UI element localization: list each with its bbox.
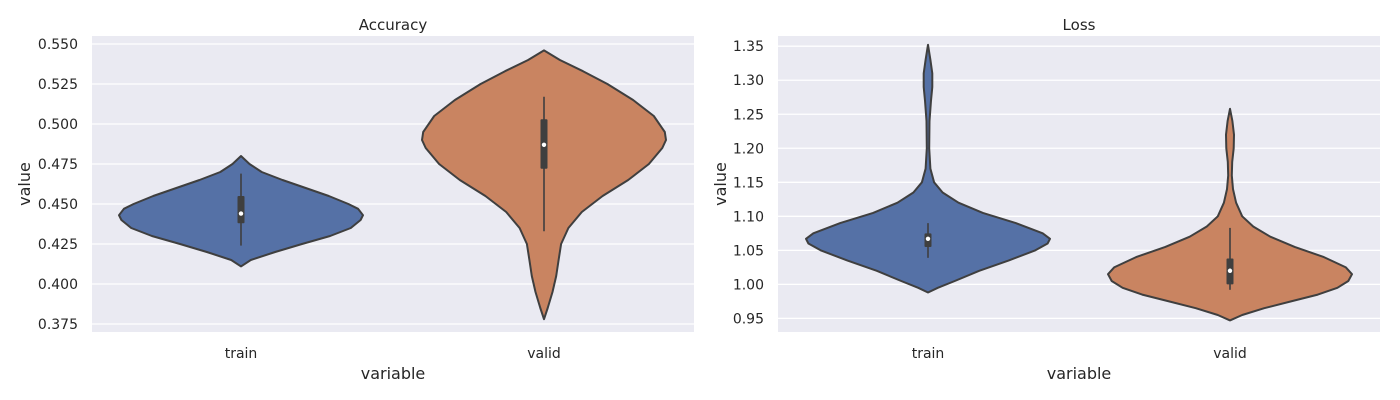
iqr-box-train [237, 196, 245, 224]
x-tick-label: train [912, 346, 945, 362]
y-tick-label: 0.375 [38, 317, 78, 333]
y-tick-label: 0.400 [38, 277, 78, 293]
x-tick-label: valid [1213, 346, 1247, 362]
median-dot-train [238, 211, 244, 216]
x-axis-label: variable [361, 364, 426, 383]
y-tick-label: 0.95 [733, 311, 764, 327]
y-tick-label: 1.35 [733, 39, 764, 55]
median-dot-train [925, 236, 931, 241]
violin-train [805, 43, 1051, 294]
median-dot-valid [541, 142, 547, 147]
y-tick-label: 0.475 [38, 157, 78, 173]
y-tick-label: 0.425 [38, 237, 78, 253]
y-axis-label: value [15, 162, 34, 206]
y-tick-label: 1.05 [733, 243, 764, 259]
y-tick-label: 0.450 [38, 197, 78, 213]
y-tick-label: 1.15 [733, 175, 764, 191]
y-tick-label: 1.25 [733, 107, 764, 123]
violin-valid [1107, 107, 1353, 322]
y-tick-label: 0.550 [38, 37, 78, 53]
chart-title: Loss [1063, 16, 1096, 34]
y-tick-label: 1.10 [733, 209, 764, 225]
y-axis-label: value [711, 162, 730, 206]
y-tick-label: 0.525 [38, 77, 78, 93]
median-dot-valid [1227, 268, 1233, 273]
y-tick-label: 0.500 [38, 117, 78, 133]
x-tick-label: train [225, 346, 258, 362]
x-tick-label: valid [527, 346, 561, 362]
chart-panel-accuracy: 0.375 0.400 0.425 0.450 0.475 0.500 0.525 0.550… [15, 16, 694, 383]
y-tick-label: 1.20 [733, 141, 764, 157]
y-tick-label: 1.30 [733, 73, 764, 89]
chart-title: Accuracy [359, 16, 428, 34]
y-tick-label: 1.00 [733, 277, 764, 293]
chart-panel-loss: 0.95 1.00 1.05 1.10 1.15 1.20 1.25 1.30 1.35 trai… [711, 16, 1380, 383]
x-axis-label: variable [1047, 364, 1112, 383]
